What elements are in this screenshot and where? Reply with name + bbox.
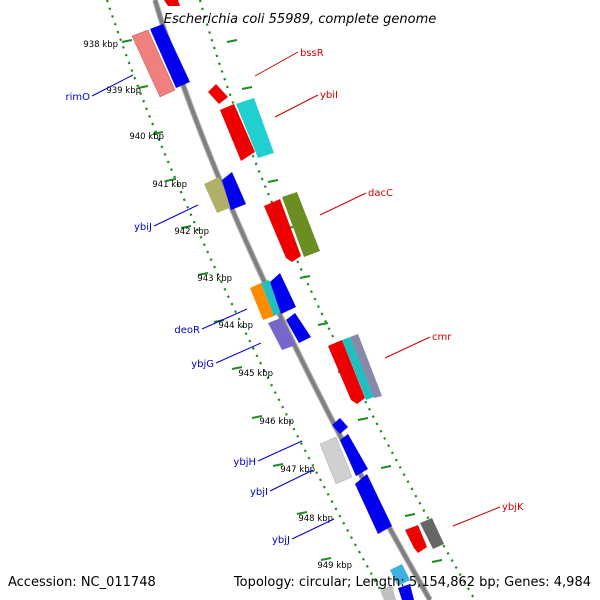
tick-label-940: 940 kbp [129, 132, 164, 142]
gene-ybiJ-arrow[interactable] [222, 172, 246, 210]
gene-cmr-cyan[interactable] [342, 337, 374, 400]
tick-label-941: 941 kbp [152, 180, 187, 190]
gene-ybiI-red[interactable] [220, 104, 255, 161]
gene-bottom-lightblue[interactable] [390, 564, 410, 586]
left-ruler-ticks [121, 39, 332, 561]
tick-label-942: 942 kbp [174, 227, 209, 237]
gene-label-ybjJ[interactable]: ybjJ [272, 535, 290, 546]
tick-label-938: 938 kbp [83, 40, 118, 50]
gene-bssR-arrow[interactable] [208, 84, 228, 104]
tick-label-947: 947 kbp [280, 465, 315, 475]
forward-strand-genes [164, 0, 444, 553]
gene-rimO-arrow[interactable] [150, 24, 190, 88]
gene-label-ybjH[interactable]: ybjH [233, 457, 256, 468]
left-ruler [105, 0, 387, 600]
tick-label-945: 945 kbp [238, 369, 273, 379]
gene-ybjG-arrow[interactable] [286, 313, 311, 343]
gene-olive-block[interactable] [204, 177, 232, 213]
gene-label-ybjK[interactable]: ybjK [502, 502, 524, 513]
tick-label-939: 939 kbp [106, 86, 141, 96]
gene-ybjK-darkgrey[interactable] [420, 518, 444, 549]
gene-label-rimO[interactable]: rimO [65, 92, 90, 103]
gene-cmr-red[interactable] [328, 340, 365, 404]
tick-label-946: 946 kbp [259, 417, 294, 427]
gene-dacC-red[interactable] [264, 199, 301, 262]
tick-label-943: 943 kbp [197, 274, 232, 284]
topology-caption: Topology: circular; Length: 5,154,862 bp… [233, 575, 591, 590]
gene-grey-block[interactable] [319, 436, 353, 485]
ruler-tick-labels: 938 kbp 939 kbp 940 kbp 941 kbp 942 kbp … [83, 40, 352, 571]
tick-label-944: 944 kbp [218, 321, 253, 331]
gene-orange-block[interactable] [250, 283, 274, 320]
accession-caption: Accession: NC_011748 [8, 575, 156, 590]
forward-label-lines [254, 51, 501, 527]
gene-bottom-grey[interactable] [380, 585, 396, 600]
gene-label-ybjI[interactable]: ybjI [250, 487, 268, 498]
gene-top-red[interactable] [164, 0, 180, 6]
gene-deoR-arrow[interactable] [270, 273, 296, 314]
tick-label-949: 949 kbp [317, 561, 352, 571]
gene-label-dacC[interactable]: dacC [368, 188, 393, 199]
gene-purple-block[interactable] [268, 318, 296, 350]
map-title: Escherichia coli 55989, complete genome [164, 12, 436, 27]
gene-label-ybiI[interactable]: ybiI [320, 90, 338, 101]
forward-gene-labels: bssR ybiI dacC cmr ybjK [300, 48, 524, 513]
gene-ybjJ-arrow[interactable] [355, 474, 392, 534]
gene-label-cmr[interactable]: cmr [432, 332, 452, 343]
gene-label-bssR[interactable]: bssR [300, 48, 324, 59]
tick-label-948: 948 kbp [298, 514, 333, 524]
right-ruler [198, 0, 476, 600]
gene-ybjK-red[interactable] [405, 525, 427, 553]
gene-label-ybjG[interactable]: ybjG [191, 359, 214, 370]
gene-ybiI-cyan[interactable] [236, 98, 274, 158]
gene-label-ybiJ[interactable]: ybiJ [134, 222, 152, 233]
gene-cmr-grey[interactable] [350, 334, 382, 398]
reverse-strand-genes [131, 24, 414, 600]
gene-ybjI-arrow[interactable] [340, 434, 368, 476]
gene-label-deoR[interactable]: deoR [174, 325, 200, 336]
reverse-label-lines [91, 74, 335, 540]
gene-dacC-olive[interactable] [282, 192, 320, 257]
gene-small-blue[interactable] [332, 418, 348, 434]
gene-pink-block[interactable] [131, 29, 176, 98]
gene-bottom-blue[interactable] [398, 584, 414, 600]
reverse-gene-labels: rimO ybiJ deoR ybjG ybjH ybjI ybjJ [65, 92, 290, 546]
gene-cyan-small[interactable] [261, 280, 282, 316]
